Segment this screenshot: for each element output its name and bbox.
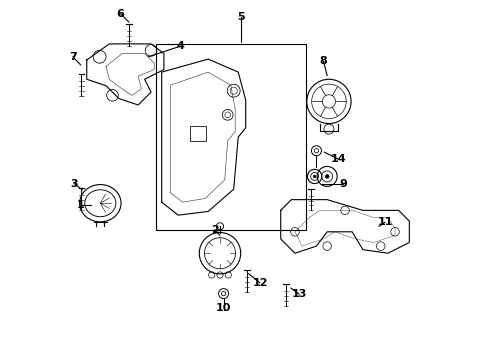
Bar [190, 126, 206, 141]
Text: 14: 14 [331, 154, 346, 164]
Text: 9: 9 [339, 179, 347, 189]
Circle shape [217, 223, 223, 230]
Text: 3: 3 [71, 179, 78, 189]
Text: 1: 1 [77, 200, 85, 210]
Text: 12: 12 [252, 278, 268, 288]
Text: 13: 13 [292, 289, 307, 299]
Circle shape [313, 175, 316, 178]
Text: 10: 10 [216, 303, 231, 313]
Text: 8: 8 [319, 57, 327, 66]
Text: 7: 7 [69, 52, 77, 62]
Bar [156, 44, 306, 230]
Text: 11: 11 [377, 217, 393, 227]
Circle shape [325, 175, 329, 179]
Text: 4: 4 [177, 41, 185, 51]
Text: 6: 6 [117, 9, 124, 19]
Text: 5: 5 [238, 13, 245, 22]
Text: 2: 2 [211, 225, 219, 235]
